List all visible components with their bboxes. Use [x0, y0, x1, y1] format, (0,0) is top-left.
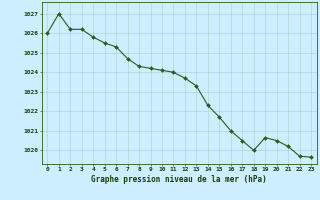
X-axis label: Graphe pression niveau de la mer (hPa): Graphe pression niveau de la mer (hPa): [91, 175, 267, 184]
